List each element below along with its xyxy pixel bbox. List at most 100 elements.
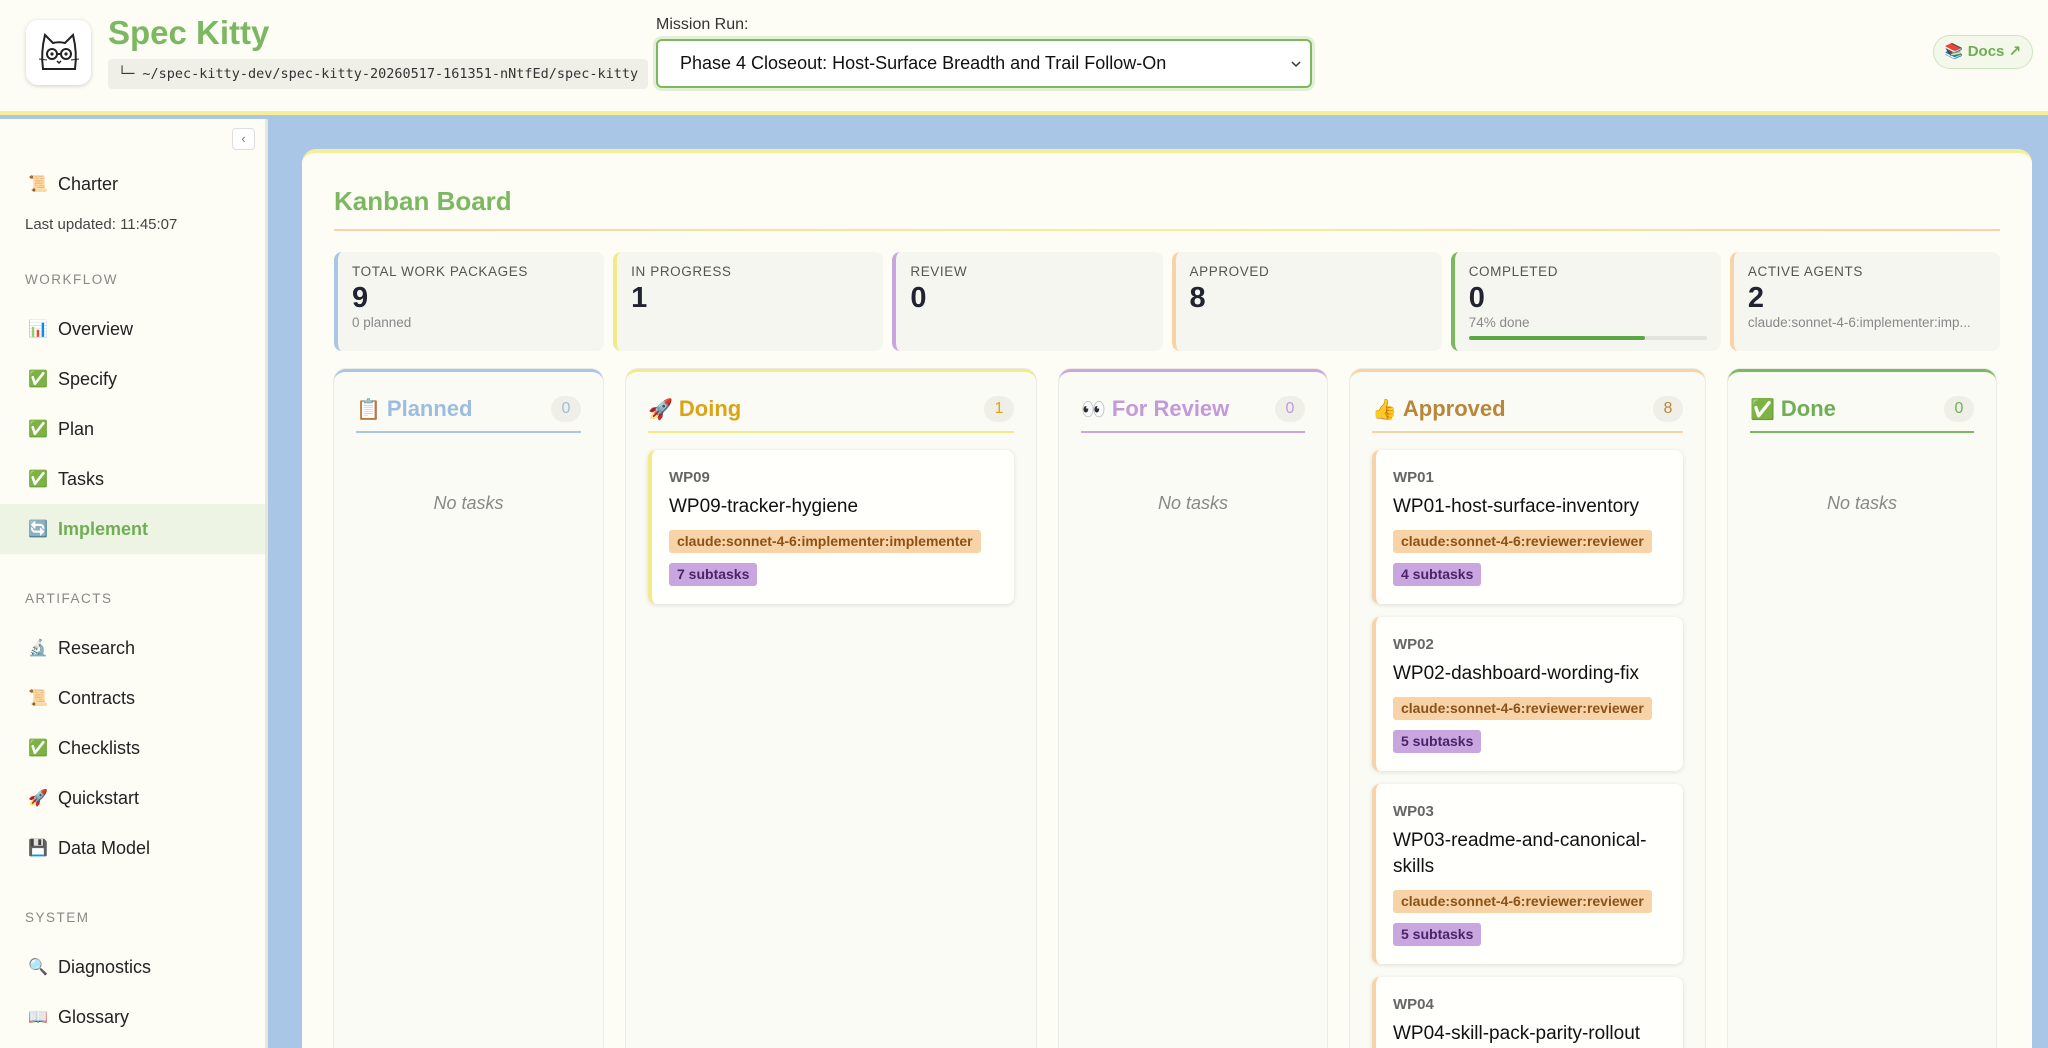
task-id: WP03 [1393, 803, 1434, 820]
column-header: 👍 Approved 8 [1372, 372, 1683, 433]
task-title: WP01-host-surface-inventory [1393, 496, 1640, 517]
progress-fill [1468, 336, 1645, 340]
nav-label: Diagnostics [58, 956, 152, 977]
column-header: 🚀 Doing 1 [648, 372, 1014, 433]
header: Spec Kitty └─ ~/spec-kitty-dev/spec-kitt… [0, 0, 2048, 115]
agent-tag: claude:sonnet-4-6:reviewer:reviewer [1393, 530, 1652, 553]
task-card[interactable]: WP04 WP04-skill-pack-parity-rollout [1372, 977, 1683, 1048]
sidebar: ‹ 📜 Charter Last updated: 11:45:07 WORKFLOW… [0, 119, 268, 1048]
subtasks-tag: 5 subtasks [1393, 730, 1482, 753]
stat-value: 1 [631, 282, 648, 314]
nav-item[interactable]: 🔬 Research [0, 623, 265, 673]
column-count: 1 [984, 396, 1014, 422]
project-path: └─ ~/spec-kitty-dev/spec-kitty-20260517-… [108, 59, 649, 89]
agent-tag: claude:sonnet-4-6:reviewer:reviewer [1393, 697, 1652, 720]
column-icon: 👍 [1372, 398, 1397, 421]
nav-label: Data Model [58, 837, 151, 858]
column-count: 0 [1275, 396, 1305, 422]
nav-item[interactable]: 📖 Glossary [0, 992, 265, 1042]
nav-icon: 🔍 [28, 959, 48, 976]
task-title: WP02-dashboard-wording-fix [1393, 663, 1640, 684]
nav-icon: 🔬 [28, 640, 48, 657]
nav-item[interactable]: 📊 Overview [0, 304, 265, 354]
stat-label: IN PROGRESS [631, 264, 732, 279]
nav-icon: ✅ [28, 371, 48, 388]
tag-row: claude:sonnet-4-6:reviewer:reviewer [1393, 687, 1667, 720]
task-title: WP04-skill-pack-parity-rollout [1393, 1023, 1641, 1044]
stat-label: REVIEW [910, 264, 968, 279]
stat-value: 2 [1747, 282, 1764, 314]
nav-item[interactable]: 💾 Data Model [0, 823, 265, 873]
column-header: 👀 For Review 0 [1081, 372, 1305, 433]
kanban-column: 👀 For Review 0 No tasks [1059, 369, 1327, 1048]
stat-card: TOTAL WORK PACKAGES 9 0 planned [334, 252, 605, 351]
agent-tag: claude:sonnet-4-6:reviewer:reviewer [1393, 890, 1652, 913]
nav-icon: 🚀 [28, 790, 48, 807]
collapse-button[interactable]: ‹ [232, 128, 255, 150]
column-count: 0 [1944, 396, 1974, 422]
nav-icon: 📊 [28, 321, 48, 338]
stat-sub: 0 planned [352, 315, 412, 330]
section-title: SYSTEM [25, 910, 90, 925]
stats-row: TOTAL WORK PACKAGES 9 0 planned IN PROGRESS… [334, 252, 2001, 351]
subtasks-tag: 4 subtasks [1393, 563, 1482, 586]
nav-icon: 🔄 [28, 521, 48, 538]
nav-label: Charter [58, 173, 119, 194]
nav-item[interactable]: ✅ Specify [0, 354, 265, 404]
task-id: WP04 [1393, 996, 1434, 1013]
column-name: Planned [386, 396, 473, 421]
nav-item[interactable]: ✅ Plan [0, 404, 265, 454]
nav-label: Checklists [58, 737, 141, 758]
docs-button[interactable]: 📚 Docs ↗ [1933, 35, 2033, 69]
column-name: For Review [1111, 396, 1230, 421]
mission-selected: Phase 4 Closeout: Host-Surface Breadth a… [680, 53, 1167, 73]
title-rule [334, 229, 2000, 231]
nav-label: Research [58, 637, 136, 658]
task-card[interactable]: WP09 WP09-tracker-hygiene claude:sonnet-4-… [648, 450, 1014, 604]
nav-item[interactable]: 📜 Contracts [0, 673, 265, 723]
last-updated: Last updated: 11:45:07 [25, 216, 178, 233]
nav-label: Quickstart [58, 787, 140, 808]
tag-row: claude:sonnet-4-6:reviewer:reviewer [1393, 880, 1667, 913]
task-card[interactable]: WP02 WP02-dashboard-wording-fix claude:son… [1372, 617, 1683, 771]
mission-label: Mission Run: [656, 16, 749, 33]
logo [26, 20, 91, 85]
nav-icon: ✅ [28, 471, 48, 488]
nav-icon: 📖 [28, 1009, 48, 1026]
nav-item[interactable]: ✅ Checklists [0, 723, 265, 773]
task-id: WP09 [669, 469, 710, 486]
stat-card: IN PROGRESS 1 [613, 252, 884, 351]
mission-select[interactable]: Phase 4 Closeout: Host-Surface Breadth a… [656, 39, 1312, 88]
tag-row: claude:sonnet-4-6:reviewer:reviewer [1393, 520, 1667, 553]
section-title: WORKFLOW [25, 272, 118, 287]
nav-icon: ✅ [28, 421, 48, 438]
column-icon: ✅ [1750, 398, 1775, 421]
stat-card: COMPLETED 0 74% done [1450, 252, 1721, 351]
tag-row: 5 subtasks [1393, 913, 1667, 946]
empty-text: No tasks [433, 493, 504, 513]
empty-text: No tasks [1826, 493, 1898, 513]
nav-item[interactable]: ✅ Tasks [0, 454, 265, 504]
nav-icon: 💾 [28, 840, 48, 857]
column-header: ✅ Done 0 [1750, 372, 1974, 433]
stat-card: APPROVED 8 [1171, 252, 1442, 351]
stat-value: 9 [352, 282, 369, 314]
column-count: 8 [1653, 396, 1683, 422]
tag-row: 7 subtasks [669, 553, 998, 586]
nav-label: Specify [58, 368, 118, 389]
task-card[interactable]: WP01 WP01-host-surface-inventory claude:so… [1372, 450, 1683, 604]
stat-sub: claude:sonnet-4-6:implementer:imp... [1747, 315, 1971, 330]
nav-item[interactable]: 🔍 Diagnostics [0, 942, 265, 992]
kanban-column: 🚀 Doing 1 WP09 WP09-tracker-hygiene claude:so… [626, 369, 1036, 1048]
nav-label: Implement [58, 518, 149, 539]
nav-item[interactable]: 📜 Charter [0, 159, 265, 209]
nav-item[interactable]: 🔄 Implement [0, 504, 265, 554]
task-card[interactable]: WP03 WP03-readme-and-canonical-skills clau… [1372, 784, 1683, 964]
nav-item[interactable]: 🚀 Quickstart [0, 773, 265, 823]
nav-icon: 📜 [28, 176, 48, 193]
column-header: 📋 Planned 0 [356, 372, 581, 433]
column-name: Approved [1402, 396, 1506, 421]
nav-icon: ✅ [28, 740, 48, 757]
stat-value: 8 [1189, 282, 1206, 314]
